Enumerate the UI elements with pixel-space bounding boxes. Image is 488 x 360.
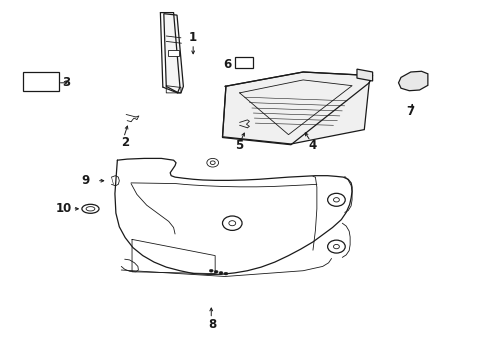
Polygon shape [222, 72, 371, 144]
Circle shape [214, 270, 218, 273]
Circle shape [224, 272, 227, 275]
Text: 7: 7 [406, 105, 414, 118]
Text: 9: 9 [81, 174, 89, 187]
Bar [234, 57, 253, 68]
Text: 4: 4 [308, 139, 316, 152]
Text: 10: 10 [55, 202, 72, 215]
Ellipse shape [81, 204, 99, 213]
Circle shape [219, 271, 223, 274]
Text: 6: 6 [223, 58, 231, 71]
Text: 8: 8 [208, 318, 216, 330]
Text: 3: 3 [62, 76, 70, 89]
Text: 1: 1 [189, 31, 197, 44]
Text: 2: 2 [121, 136, 128, 149]
Polygon shape [398, 71, 427, 91]
Bar [23, 72, 59, 91]
Text: 5: 5 [235, 139, 243, 152]
Circle shape [209, 269, 213, 272]
Bar [168, 50, 179, 56]
Ellipse shape [86, 207, 95, 211]
Polygon shape [163, 14, 183, 93]
Polygon shape [356, 69, 372, 81]
